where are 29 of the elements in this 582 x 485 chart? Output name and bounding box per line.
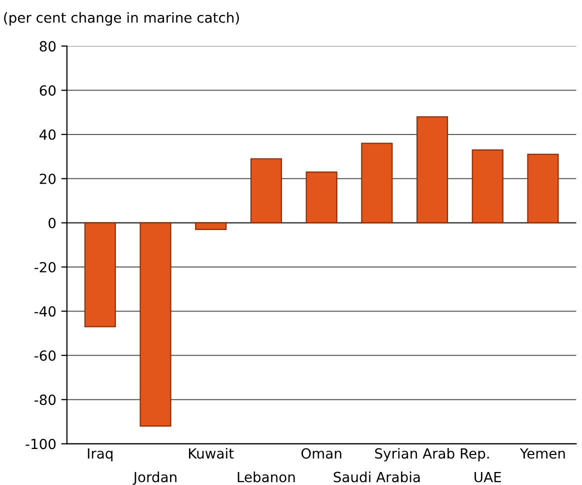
y-tick-label: 80: [40, 41, 56, 52]
bar: [306, 171, 338, 224]
y-axis-title: (per cent change in marine catch): [4, 12, 239, 26]
x-tick-label: Lebanon: [238, 472, 295, 482]
bar: [416, 116, 448, 224]
x-tick-label: Iraq: [88, 448, 112, 462]
y-tick-label: 60: [40, 85, 56, 96]
y-tick-label: -40: [34, 306, 56, 317]
y-tick-label: 40: [40, 129, 56, 140]
x-tick-label: Saudi Arabia: [334, 472, 420, 482]
bar: [84, 222, 116, 328]
bar: [250, 158, 282, 224]
bar: [472, 149, 504, 224]
bar: [140, 222, 172, 427]
bar: [361, 142, 393, 224]
y-tick-label: 20: [40, 174, 56, 184]
x-tick-label: Oman: [301, 448, 342, 459]
x-tick-label: Jordan: [132, 472, 176, 485]
y-tick-label: -100: [26, 438, 56, 450]
y-tick-label: -20: [34, 262, 56, 272]
x-tick-label: Kuwait: [189, 448, 234, 459]
y-tick-label: -80: [34, 394, 56, 406]
x-tick-label: Yemen: [520, 448, 565, 459]
y-tick-label: -60: [34, 350, 56, 361]
bar: [527, 154, 559, 224]
x-tick-label: Syrian Arab Rep.: [375, 448, 489, 462]
bar: [195, 222, 227, 230]
y-tick-label: 0: [48, 218, 56, 228]
x-tick-label: UAE: [474, 472, 501, 482]
